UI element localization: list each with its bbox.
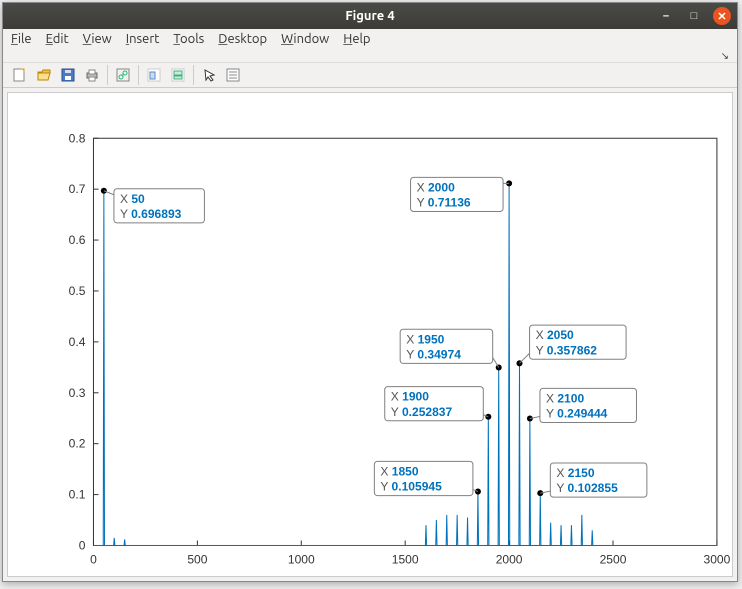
link-icon[interactable] [112, 64, 134, 86]
ytick-label: 0.1 [69, 488, 86, 502]
xtick-label: 3000 [704, 553, 731, 567]
rotate-icon[interactable] [143, 64, 165, 86]
menu-edit[interactable]: Edit [46, 32, 69, 46]
data-cursor-icon[interactable] [167, 64, 189, 86]
ytick-label: 0.2 [69, 437, 86, 451]
save-icon[interactable] [57, 64, 79, 86]
toolbar-separator [138, 65, 139, 85]
figure-window: Figure 4 – □ ✕ File Edit View Insert Tools De… [2, 2, 738, 582]
menu-view[interactable]: View [83, 32, 112, 46]
xtick-label: 0 [90, 553, 97, 567]
xtick-label: 500 [187, 553, 207, 567]
plot-svg[interactable]: 0 500 1000 1500 2000 2500 3000 0 0.1 0.2 0.3 0.4 0.5… [8, 93, 732, 576]
menu-file[interactable]: File [11, 32, 32, 46]
ytick-label: 0.5 [69, 284, 86, 298]
print-icon[interactable] [81, 64, 103, 86]
window-controls: – □ ✕ [657, 7, 731, 25]
datatip-marker[interactable] [101, 188, 107, 194]
ytick-label: 0.6 [69, 233, 86, 247]
close-button[interactable]: ✕ [713, 7, 731, 25]
toolbar-separator [193, 65, 194, 85]
menu-desktop[interactable]: Desktop [218, 32, 267, 46]
menu-tools[interactable]: Tools [173, 32, 204, 46]
toolbar-separator [107, 65, 108, 85]
toolbar [3, 62, 737, 88]
ytick-label: 0.4 [69, 335, 86, 349]
menubar: File Edit View Insert Tools Desktop Window Help [3, 29, 737, 50]
pointer-icon[interactable] [198, 64, 220, 86]
menu-help[interactable]: Help [343, 32, 370, 46]
window-title: Figure 4 [3, 9, 737, 23]
titlebar[interactable]: Figure 4 – □ ✕ [3, 3, 737, 29]
minimize-button[interactable]: – [657, 7, 675, 25]
xtick-label: 1500 [392, 553, 419, 567]
ytick-label: 0 [79, 539, 86, 553]
xtick-label: 1000 [288, 553, 315, 567]
property-editor-icon[interactable] [222, 64, 244, 86]
xtick-label: 2000 [496, 553, 523, 567]
dock-arrow-bar: ↘ [3, 50, 737, 62]
ytick-label: 0.7 [69, 183, 86, 197]
menu-insert[interactable]: Insert [126, 32, 160, 46]
new-figure-icon[interactable] [9, 64, 31, 86]
xtick-label: 2500 [600, 553, 627, 567]
maximize-button[interactable]: □ [685, 7, 703, 25]
axes[interactable]: 0 500 1000 1500 2000 2500 3000 0 0.1 0.2 0.3 0.4 0.5… [7, 92, 733, 577]
dock-arrow-icon[interactable]: ↘ [721, 50, 729, 62]
menu-window[interactable]: Window [281, 32, 329, 46]
open-icon[interactable] [33, 64, 55, 86]
ytick-label: 0.3 [69, 386, 86, 400]
ytick-label: 0.8 [69, 132, 86, 146]
